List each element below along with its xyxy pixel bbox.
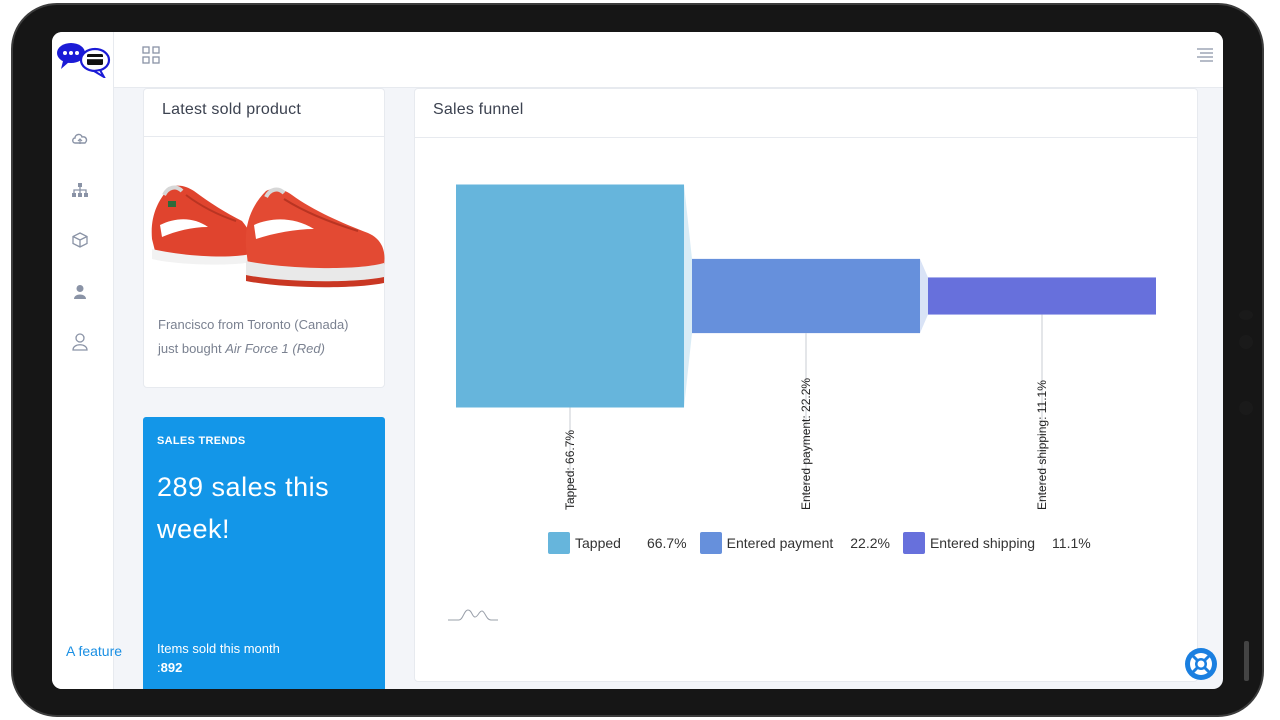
- menu-icon[interactable]: [1196, 47, 1214, 63]
- legend-item-entered-shipping[interactable]: Entered shipping 11.1%: [902, 532, 1091, 554]
- cube-icon[interactable]: [70, 230, 90, 250]
- app-screen: A feature Latest sold product: [52, 32, 1223, 689]
- sold-buyer-line: Francisco from Toronto (Canada): [158, 317, 349, 332]
- top-bar: [114, 32, 1223, 88]
- sales-trends-headline: 289 sales this week!: [157, 472, 330, 544]
- legend-label: Entered shipping: [929, 535, 1036, 551]
- sold-product-line: just bought Air Force 1 (Red): [158, 337, 349, 361]
- funnel-data-label: Tapped: 66.7%: [563, 430, 577, 510]
- sales-trends-label: SALES TRENDS: [157, 435, 246, 447]
- latest-sold-card: Latest sold product Francisco from Toron…: [143, 88, 385, 388]
- divider: [144, 136, 384, 137]
- device-button: [1239, 335, 1253, 349]
- feature-link[interactable]: A feature: [66, 643, 123, 659]
- device-camera: [1239, 310, 1253, 320]
- sold-prefix: just bought: [158, 341, 226, 356]
- grid-icon[interactable]: [141, 45, 161, 65]
- legend-value: 11.1%: [1052, 535, 1091, 551]
- legend-item-tapped[interactable]: Tapped 66.7%: [548, 532, 687, 554]
- app-logo[interactable]: [54, 40, 112, 78]
- funnel-connector: [684, 184, 692, 408]
- device-side-bar: [1244, 641, 1249, 681]
- legend-swatch: [699, 532, 722, 554]
- help-lifebuoy-icon[interactable]: [1184, 647, 1218, 681]
- funnel-bar-entered-payment[interactable]: [692, 258, 920, 334]
- legend-value: 66.7%: [646, 535, 687, 551]
- sold-product-name[interactable]: Air Force 1 (Red): [225, 341, 325, 356]
- chart-watermark-icon: [448, 609, 498, 621]
- device-button: [1239, 401, 1253, 415]
- sitemap-icon[interactable]: [70, 180, 90, 200]
- legend-swatch: [548, 532, 570, 554]
- funnel-chart: Tapped: 66.7% Entered payment: 22.2% Enter…: [456, 184, 1156, 510]
- funnel-bar-tapped[interactable]: [456, 184, 684, 408]
- legend-label: Tapped: [575, 535, 621, 551]
- divider: [415, 137, 1197, 138]
- latest-sold-title: Latest sold product: [162, 101, 301, 118]
- funnel-bar-entered-shipping[interactable]: [928, 277, 1156, 315]
- legend-swatch: [902, 532, 925, 554]
- cloud-icon[interactable]: [70, 129, 90, 149]
- chart-legend: Tapped 66.7% Entered payment 22.2% Enter…: [548, 532, 1104, 554]
- legend-value: 22.2%: [850, 535, 890, 551]
- product-image: [151, 185, 385, 288]
- sales-funnel-title: Sales funnel: [433, 101, 524, 118]
- items-sold-value: 892: [160, 660, 183, 675]
- items-sold-label: Items sold this month :: [157, 641, 280, 675]
- user-icon[interactable]: [70, 282, 90, 302]
- left-sidebar: A feature: [52, 32, 122, 689]
- sales-trends-items: Items sold this month :892: [157, 639, 307, 677]
- funnel-data-label: Entered payment: 22.2%: [799, 378, 813, 510]
- legend-label: Entered payment: [726, 535, 834, 551]
- sold-description: Francisco from Toronto (Canada) just bou…: [158, 313, 349, 361]
- funnel-connector: [920, 258, 928, 334]
- sales-funnel-card: Sales funnel Tapped: 66.7% Entered paymen…: [414, 88, 1198, 682]
- legend-item-entered-payment[interactable]: Entered payment 22.2%: [699, 532, 890, 554]
- funnel-data-label: Entered shipping: 11.1%: [1035, 380, 1049, 510]
- sales-trends-card: SALES TRENDS 289 sales this week! Items …: [143, 417, 385, 689]
- user-outline-icon[interactable]: [70, 332, 90, 352]
